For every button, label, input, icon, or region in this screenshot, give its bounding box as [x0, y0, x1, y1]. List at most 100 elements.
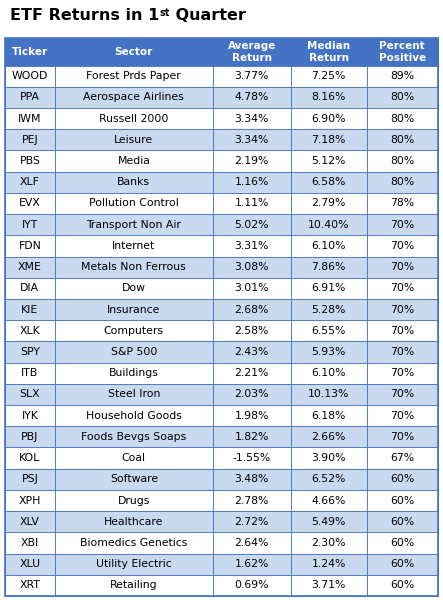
Bar — [291, 65, 366, 87]
Text: 70%: 70% — [390, 368, 414, 378]
Text: Median
Return: Median Return — [307, 41, 350, 62]
Text: 3.34%: 3.34% — [235, 135, 269, 145]
Bar — [291, 426, 366, 448]
Bar — [291, 172, 366, 193]
Text: 3.01%: 3.01% — [234, 283, 269, 293]
Bar — [55, 490, 213, 511]
Bar — [291, 490, 366, 511]
Bar — [291, 405, 366, 426]
Bar — [291, 469, 366, 490]
Text: 60%: 60% — [390, 538, 414, 548]
Text: 2.03%: 2.03% — [234, 389, 269, 400]
Bar — [366, 257, 438, 278]
Bar — [291, 278, 366, 299]
Text: XRT: XRT — [19, 580, 40, 590]
Bar — [55, 426, 213, 448]
Bar — [5, 65, 55, 87]
Text: 10.40%: 10.40% — [308, 220, 350, 230]
Text: PBS: PBS — [19, 156, 40, 166]
Bar — [55, 554, 213, 575]
Text: IYK: IYK — [21, 410, 39, 421]
Text: 60%: 60% — [390, 517, 414, 527]
Text: 70%: 70% — [390, 432, 414, 442]
Bar — [55, 87, 213, 108]
Text: 80%: 80% — [390, 135, 414, 145]
Bar — [55, 299, 213, 320]
Bar — [5, 384, 55, 405]
Bar — [366, 38, 438, 65]
Text: Banks: Banks — [117, 177, 150, 187]
Text: 4.66%: 4.66% — [311, 496, 346, 506]
Bar — [213, 193, 291, 214]
Bar — [213, 532, 291, 554]
Bar — [366, 108, 438, 129]
Bar — [291, 575, 366, 596]
Text: 60%: 60% — [390, 580, 414, 590]
Text: WOOD: WOOD — [12, 71, 48, 81]
Text: 3.48%: 3.48% — [235, 475, 269, 484]
Text: 2.19%: 2.19% — [235, 156, 269, 166]
Text: 2.30%: 2.30% — [311, 538, 346, 548]
Text: 3.31%: 3.31% — [235, 241, 269, 251]
Text: -1.55%: -1.55% — [233, 453, 271, 463]
Bar — [213, 554, 291, 575]
Bar — [366, 448, 438, 469]
Bar — [291, 384, 366, 405]
Bar — [5, 575, 55, 596]
Bar — [5, 448, 55, 469]
Text: Aerospace Airlines: Aerospace Airlines — [83, 92, 184, 103]
Bar — [213, 172, 291, 193]
Bar — [213, 129, 291, 151]
Bar — [366, 65, 438, 87]
Bar — [291, 341, 366, 362]
Text: Sector: Sector — [115, 47, 153, 57]
Bar — [213, 108, 291, 129]
Bar — [55, 405, 213, 426]
Text: 2.78%: 2.78% — [235, 496, 269, 506]
Text: ETF Returns in 1: ETF Returns in 1 — [10, 8, 159, 23]
Bar — [213, 278, 291, 299]
Text: Percent
Positive: Percent Positive — [379, 41, 426, 62]
Bar — [291, 87, 366, 108]
Text: Media: Media — [117, 156, 150, 166]
Bar — [5, 341, 55, 362]
Text: Buildings: Buildings — [109, 368, 159, 378]
Bar — [291, 320, 366, 341]
Bar — [5, 257, 55, 278]
Bar — [5, 151, 55, 172]
Bar — [5, 108, 55, 129]
Text: Foods Bevgs Soaps: Foods Bevgs Soaps — [81, 432, 187, 442]
Text: Ticker: Ticker — [12, 47, 48, 57]
Text: Software: Software — [110, 475, 158, 484]
Bar — [213, 38, 291, 65]
Bar — [5, 129, 55, 151]
Text: Pollution Control: Pollution Control — [89, 199, 179, 208]
Text: 4.78%: 4.78% — [235, 92, 269, 103]
Bar — [5, 299, 55, 320]
Bar — [366, 278, 438, 299]
Text: Coal: Coal — [122, 453, 146, 463]
Bar — [366, 129, 438, 151]
Text: 2.79%: 2.79% — [311, 199, 346, 208]
Text: PEJ: PEJ — [22, 135, 38, 145]
Bar — [291, 362, 366, 384]
Text: 6.90%: 6.90% — [311, 113, 346, 124]
Bar — [366, 87, 438, 108]
Bar — [366, 469, 438, 490]
Text: 60%: 60% — [390, 496, 414, 506]
Text: 6.10%: 6.10% — [311, 368, 346, 378]
Bar — [213, 65, 291, 87]
Text: 2.21%: 2.21% — [235, 368, 269, 378]
Text: Drugs: Drugs — [118, 496, 150, 506]
Bar — [55, 341, 213, 362]
Text: XBI: XBI — [21, 538, 39, 548]
Bar — [55, 320, 213, 341]
Bar — [5, 362, 55, 384]
Bar — [213, 469, 291, 490]
Text: Insurance: Insurance — [107, 305, 160, 314]
Bar — [366, 214, 438, 235]
Text: KIE: KIE — [21, 305, 39, 314]
Text: EVX: EVX — [19, 199, 41, 208]
Text: Computers: Computers — [104, 326, 164, 336]
Text: 70%: 70% — [390, 262, 414, 272]
